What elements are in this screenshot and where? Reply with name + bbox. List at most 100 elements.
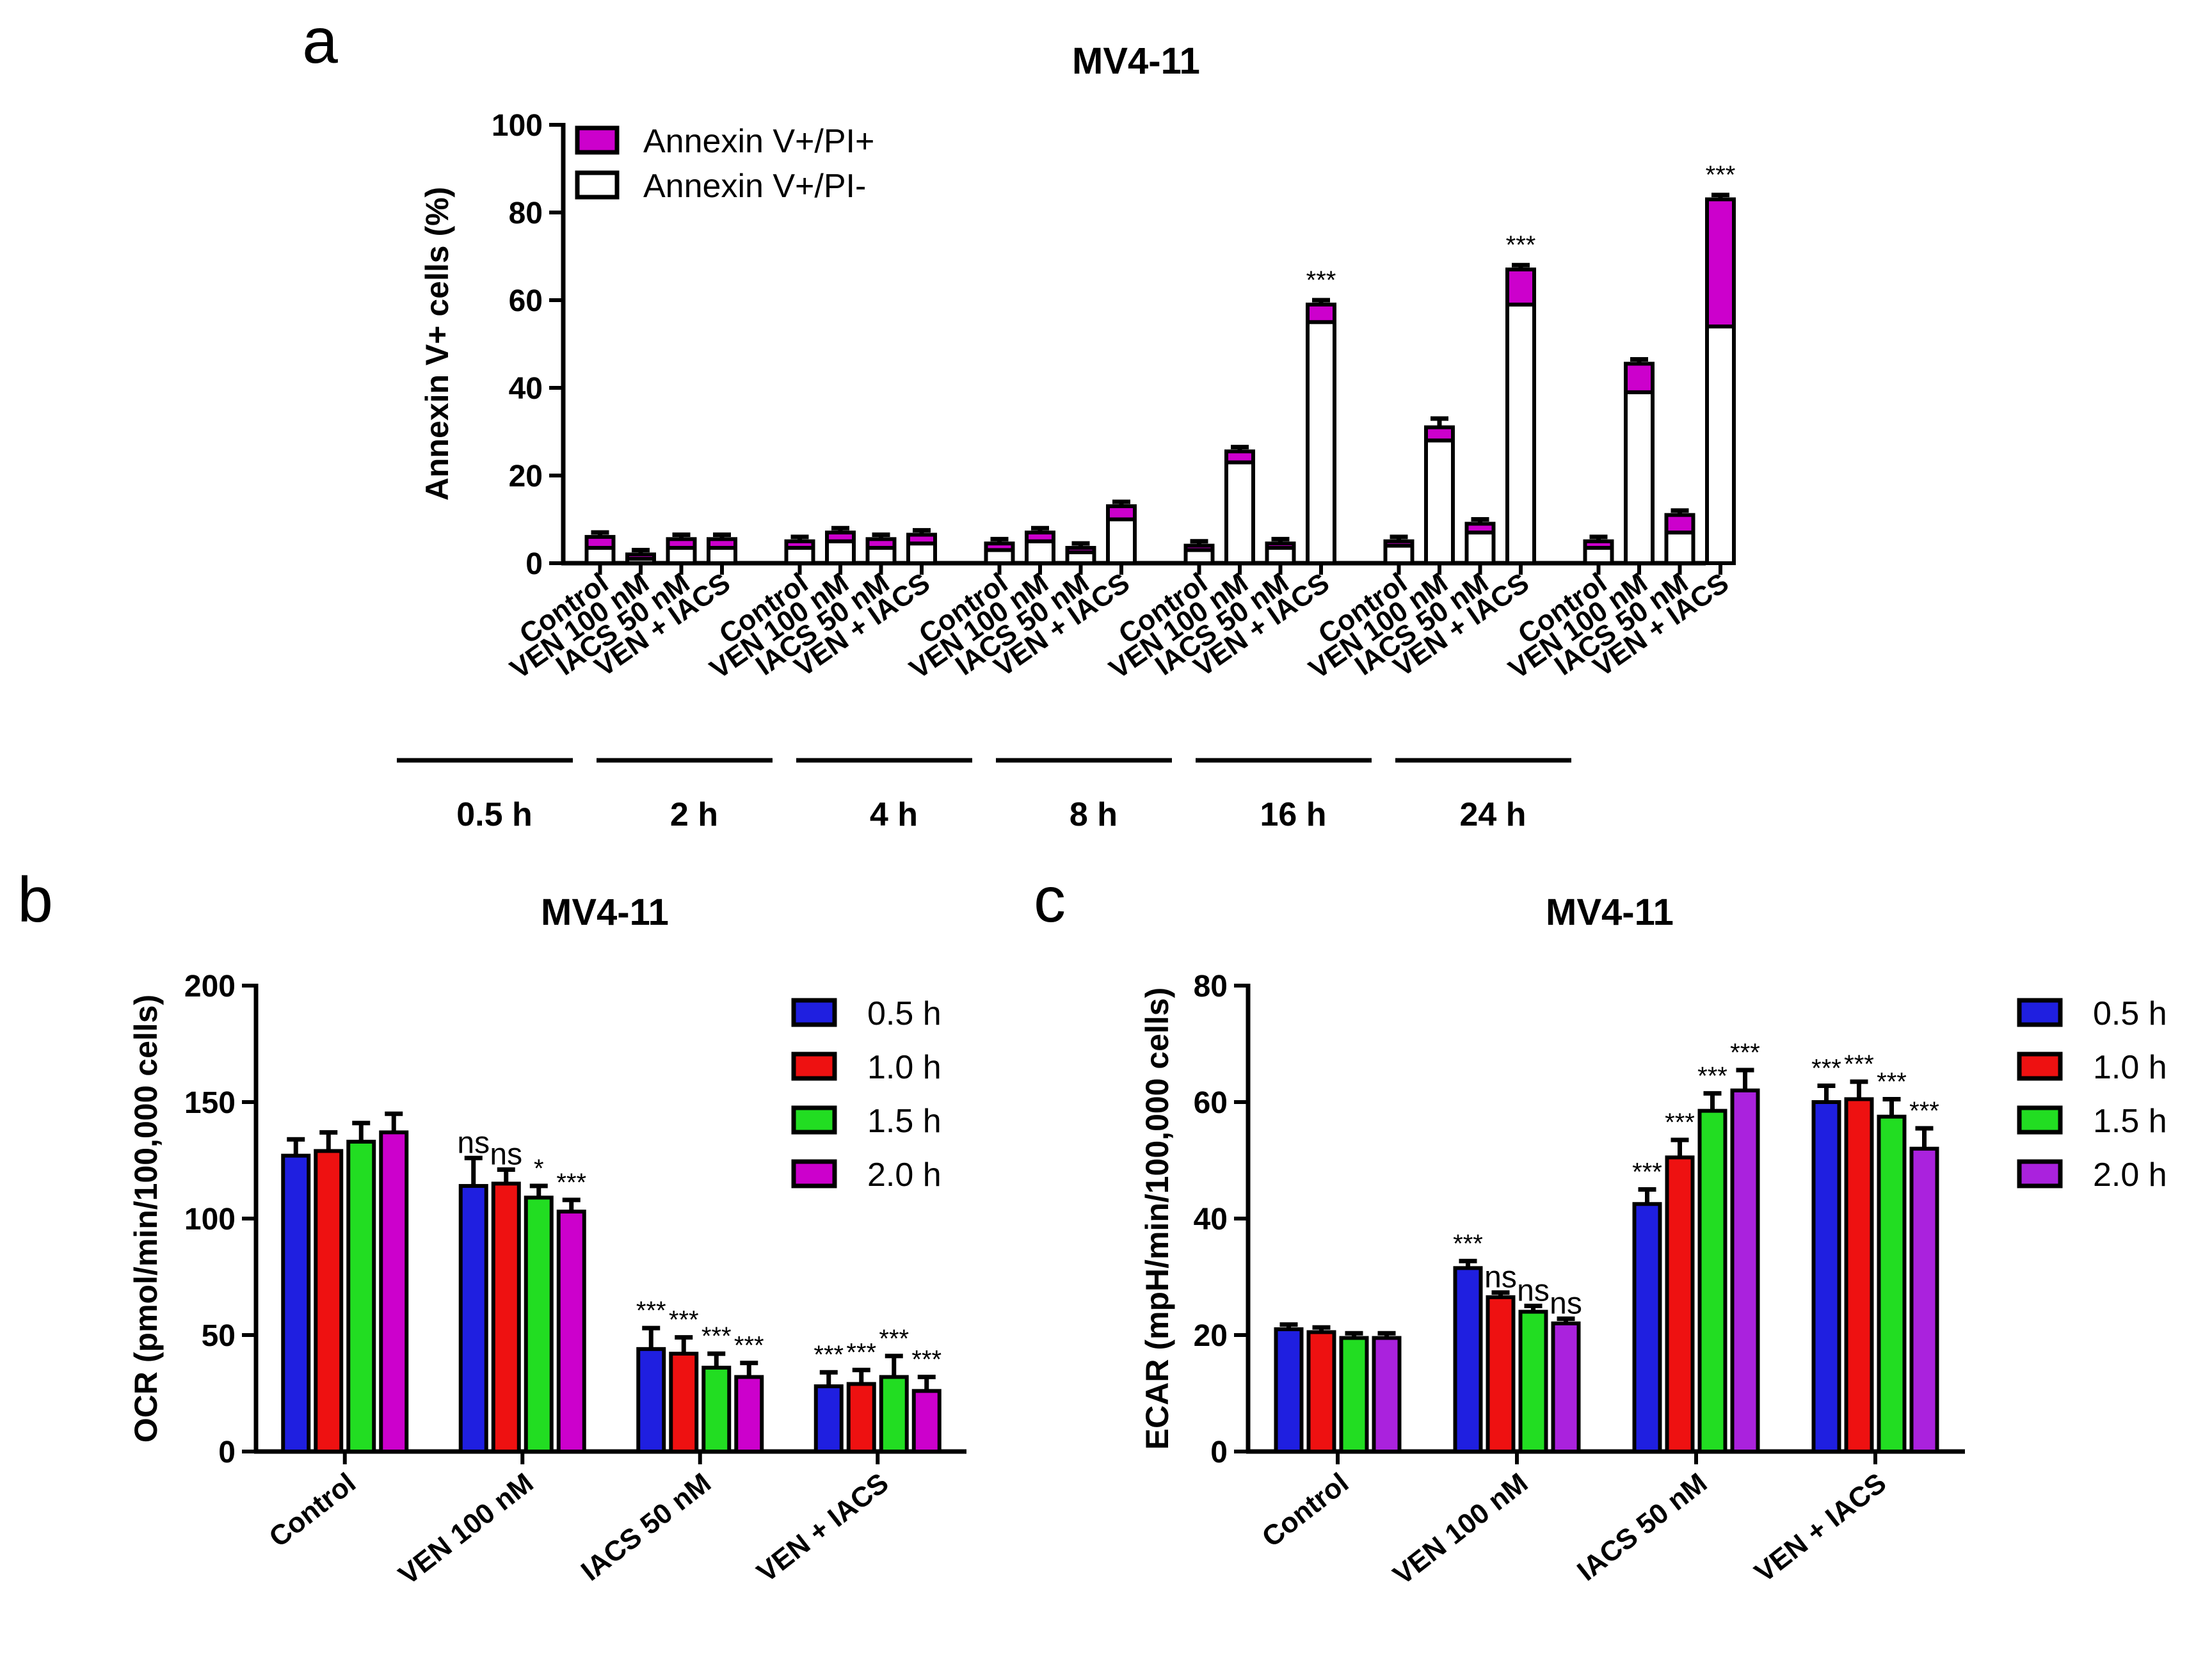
chart-a-bar-pi-neg [1306,320,1336,565]
chart-a-bar-pi-neg [1583,546,1614,566]
chart-c-legend-swatch [2017,1052,2063,1081]
chart-b-bar [346,1139,376,1453]
chart-c-bar [1274,1327,1304,1453]
chart-a-bar-pi-pos [1664,513,1695,535]
chart-c-legend-label: 2.0 h [2093,1156,2167,1194]
chart-a-group-label: 24 h [1459,796,1526,833]
chart-c-ytick-label: 80 [1194,970,1228,1004]
chart-a-bar-pi-neg [666,546,697,566]
chart-b-legend-swatch [791,1052,837,1081]
chart-c-legend-swatch [2017,1159,2063,1188]
chart-b-legend-label: 1.0 h [867,1049,942,1086]
chart-c-bar [1551,1321,1581,1454]
chart-c-ytick-label: 0 [1210,1436,1228,1469]
chart-a-bar-pi-pos [1265,541,1296,550]
chart-a-bar-pi-neg [1183,548,1215,566]
chart-c-bar [1909,1146,1939,1454]
chart-a-bar-pi-neg [1106,517,1137,565]
chart-c-significance: *** [1632,1158,1662,1187]
chart-c-category-label: IACS 50 nM [1571,1467,1713,1587]
chart-c-significance: *** [1453,1229,1483,1258]
chart-c-significance: ns [1550,1287,1582,1321]
chart-c-bar [1632,1202,1662,1453]
chart-c-bar [1697,1108,1727,1453]
chart-c-bar [1453,1266,1483,1453]
chart-a-bar-pi-neg [906,541,937,565]
chart-a-group-label: 8 h [1070,796,1118,833]
chart-b-significance: *** [911,1346,942,1374]
chart-a-bar-pi-pos [707,537,737,550]
chart-b-significance: *** [636,1297,666,1325]
chart-a-ytick-label: 100 [492,109,543,143]
chart-b-category-label: Control [263,1467,361,1553]
chart-b-category-label: VEN + IACS [751,1467,895,1588]
chart-a-bar-pi-neg [865,546,897,566]
chart-a-bar-pi-neg [984,548,1015,566]
chart-a-title: MV4-11 [1072,40,1200,82]
chart-b-bar [701,1365,732,1453]
chart-c-bar [1518,1309,1548,1454]
chart-a-group-label: 0.5 h [456,796,533,833]
chart-a-bar-pi-neg [1705,324,1736,565]
chart-a-bar-pi-pos [1464,522,1496,535]
chart-c-bar [1306,1330,1336,1453]
chart-a-bar-pi-neg [584,546,616,566]
chart-a-bar-pi-neg [1624,390,1655,565]
chart-a-bar-pi-neg [1025,539,1055,565]
panel-letter-a: a [302,5,338,77]
chart-b-bar [846,1382,876,1453]
chart-a-bar-pi-pos [666,537,697,550]
panel-letter-c: c [1034,864,1066,936]
chart-b-bar [556,1210,586,1453]
chart-c-significance: *** [1909,1097,1939,1125]
chart-b-title: MV4-11 [541,892,669,933]
chart-b-bar [734,1375,764,1454]
chart-b-significance: *** [734,1332,764,1360]
chart-c-category-label: VEN 100 nM [1388,1467,1534,1591]
chart-a-group-label: 2 h [670,796,718,833]
chart-c-category-label: Control [1256,1467,1354,1553]
chart-a-ytick-label: 20 [509,460,543,493]
chart-a-legend-swatch-0 [575,125,620,155]
chart-a-bar-pi-pos [625,552,656,561]
chart-c: c MV4-11 ECAR (mpH/min/100,000 cells) 0 20 40… [1034,864,2167,1591]
chart-a-bar-pi-neg [825,539,856,565]
chart-b-bar [524,1196,554,1453]
chart-b-significance: *** [879,1325,909,1353]
chart-b-ylabel: OCR (pmol/min/100,000 cells) [128,995,164,1443]
chart-a-bar-pi-pos [1306,302,1336,324]
chart-c-bar [1730,1088,1760,1454]
chart-b-bar [813,1384,844,1454]
chart-c-significance: *** [1811,1055,1841,1083]
chart-c-title: MV4-11 [1546,892,1674,933]
chart-b-category-label: VEN 100 nM [393,1467,540,1591]
chart-b-bar [379,1130,409,1453]
chart-b-ytick-label: 100 [184,1203,236,1236]
chart-a-bar-pi-pos [984,541,1015,552]
chart-a-bar-pi-pos [1065,546,1096,554]
chart-b-ytick-label: 50 [202,1319,236,1353]
chart-a-bar-pi-pos [1183,543,1215,552]
chart-a-bar-pi-neg [1224,460,1255,566]
chart-c-bar [1372,1336,1402,1454]
chart-b-bar [879,1375,909,1454]
chart-a-bar-pi-pos [1583,539,1614,550]
chart-c-legend-label: 1.5 h [2093,1103,2167,1140]
chart-b: b MV4-11 OCR (pmol/min/100,000 cells) 0 50 10… [17,864,966,1591]
panel-letter-b: b [17,864,53,936]
chart-b-significance: *** [701,1322,732,1350]
chart-c-legend-swatch [2017,1105,2063,1135]
chart-b-bar [314,1149,344,1453]
chart-a-ytick-label: 0 [525,547,543,581]
chart-a-bar-pi-pos [1383,539,1415,548]
chart-b-significance: ns [490,1138,522,1172]
chart-c-ytick-label: 60 [1194,1086,1228,1120]
chart-c-significance: *** [1844,1050,1874,1078]
chart-c-significance: *** [1877,1068,1907,1096]
chart-a-bar-pi-pos [1106,504,1137,522]
chart-c-significance: *** [1665,1108,1695,1137]
chart-a-bar-pi-neg [707,546,737,566]
chart-b-significance: *** [669,1306,699,1334]
chart-b-significance: ns [457,1126,490,1160]
